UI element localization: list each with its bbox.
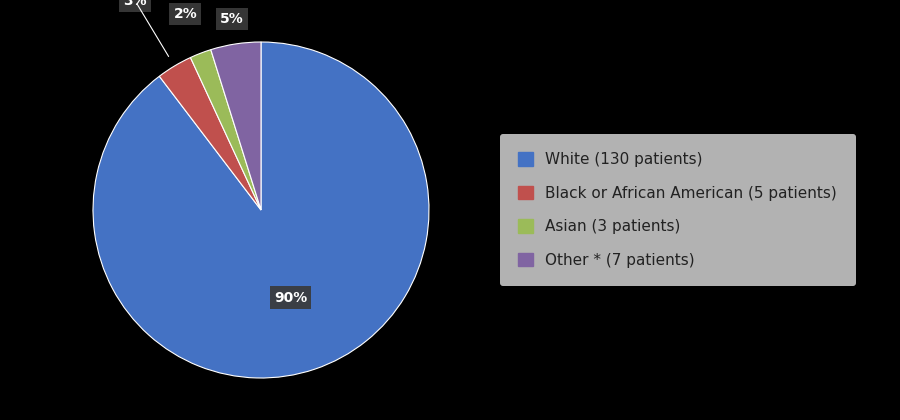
Wedge shape [211,42,261,210]
Text: 90%: 90% [274,291,307,304]
Wedge shape [191,50,261,210]
Text: 2%: 2% [174,7,197,21]
Wedge shape [159,58,261,210]
Text: 3%: 3% [123,0,148,8]
Text: 5%: 5% [220,12,244,26]
Wedge shape [93,42,429,378]
Legend: White (130 patients), Black or African American (5 patients), Asian (3 patients): White (130 patients), Black or African A… [500,134,856,286]
